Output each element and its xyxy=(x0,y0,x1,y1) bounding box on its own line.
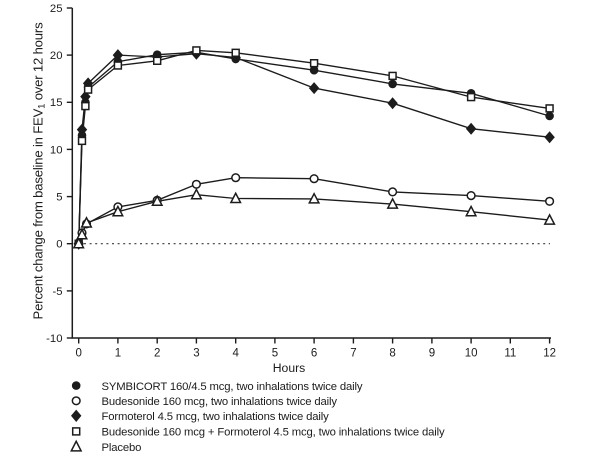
svg-text:Formoterol 4.5 mcg, two inhala: Formoterol 4.5 mcg, two inhalations twic… xyxy=(102,411,330,423)
svg-text:25: 25 xyxy=(50,3,63,15)
svg-text:3: 3 xyxy=(193,347,199,359)
svg-text:4: 4 xyxy=(232,347,239,359)
svg-text:10: 10 xyxy=(50,144,63,156)
svg-text:10: 10 xyxy=(465,347,478,359)
svg-text:Budesonide 160 mcg, two inhala: Budesonide 160 mcg, two inhalations twic… xyxy=(102,396,338,408)
svg-text:5: 5 xyxy=(272,347,278,359)
svg-text:7: 7 xyxy=(350,347,356,359)
svg-text:1: 1 xyxy=(115,347,121,359)
svg-text:8: 8 xyxy=(389,347,395,359)
svg-text:0: 0 xyxy=(75,347,81,359)
svg-text:6: 6 xyxy=(311,347,317,359)
svg-text:Percent change from baseline i: Percent change from baseline in FEV1 ove… xyxy=(31,22,48,320)
svg-text:11: 11 xyxy=(504,347,516,359)
svg-text:-10: -10 xyxy=(46,333,62,345)
svg-text:SYMBICORT 160/4.5 mcg, two inh: SYMBICORT 160/4.5 mcg, two inhalations t… xyxy=(102,381,363,393)
svg-text:Hours: Hours xyxy=(273,361,306,375)
svg-text:20: 20 xyxy=(50,50,63,62)
svg-text:-5: -5 xyxy=(52,286,62,298)
svg-text:2: 2 xyxy=(154,347,160,359)
svg-text:12: 12 xyxy=(543,347,556,359)
svg-text:5: 5 xyxy=(56,192,62,204)
svg-text:Budesonide 160 mcg + Formotero: Budesonide 160 mcg + Formoterol 4.5 mcg,… xyxy=(102,427,446,439)
svg-text:9: 9 xyxy=(429,347,435,359)
svg-text:15: 15 xyxy=(50,97,63,109)
svg-text:0: 0 xyxy=(56,239,62,251)
svg-text:Placebo: Placebo xyxy=(102,442,142,454)
